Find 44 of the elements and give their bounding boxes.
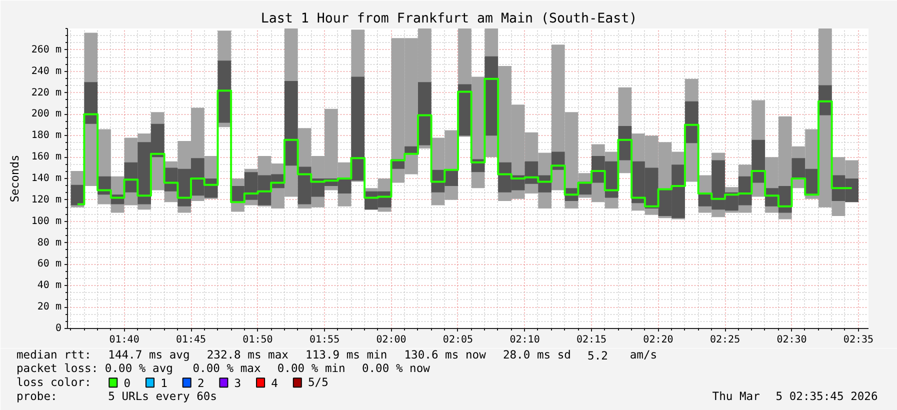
y-tick-label: 160 m [31, 152, 62, 163]
text: Thu Mar 5 02:35:45 2026 [712, 390, 878, 403]
x-tick-label: 02:10 [510, 334, 540, 346]
legend-title: loss color: [16, 376, 92, 390]
legend-label: 0 [124, 377, 131, 390]
legend-label: 1 [160, 377, 168, 390]
y-tick-label: 180 m [31, 130, 62, 142]
legend-label: 5/5 [308, 376, 328, 390]
y-tick-label: 220 m [31, 87, 62, 98]
text: median rtt: 144.7 ms avg 232.8 ms max 113.9 ms min 130.6 ms now 28.0 ms sd 5.2 am/s [16, 348, 658, 362]
bar [752, 140, 766, 183]
x-tick-label: 01:50 [242, 334, 273, 346]
y-tick-label: 260 m [31, 44, 62, 56]
x-tick-label: 02:30 [776, 334, 807, 346]
legend-label: 4 [271, 377, 278, 390]
y-tick-label: 100 m [31, 216, 62, 227]
bar [418, 82, 432, 146]
x-tick-label: 02:00 [376, 334, 406, 346]
x-tick-label: 02:05 [442, 334, 474, 346]
x-tick-label: 01:40 [109, 334, 140, 346]
bar [218, 60, 232, 123]
x-tick-label: 01:45 [176, 334, 206, 346]
y-tick-label: 0 [55, 323, 62, 334]
x-tick-label: 02:20 [643, 334, 674, 346]
x-tick-label: 02:35 [843, 334, 874, 346]
y-tick-label: 120 m [31, 194, 62, 206]
y-axis-title: Seconds [8, 154, 22, 202]
text: packet loss: 0.00 % avg 0.00 % max 0.00 % min 0.00 % now [16, 362, 430, 376]
bar [284, 81, 298, 166]
text: probe: 5 URLs every 60s [16, 390, 217, 403]
y-tick-label: 140 m [31, 173, 62, 184]
bar [84, 82, 98, 124]
x-tick-label: 01:55 [309, 334, 340, 346]
y-tick-label: 240 m [31, 66, 62, 77]
chart-title: Last 1 Hour from Frankfurt am Main (South-East) [260, 12, 638, 26]
y-tick-label: 80 m [37, 237, 62, 248]
legend-label: 3 [234, 377, 242, 390]
y-tick-label: 40 m [37, 280, 62, 292]
y-tick-label: 200 m [31, 108, 62, 120]
x-tick-label: 02:25 [710, 334, 740, 346]
y-tick-label: 60 m [37, 258, 62, 270]
legend-label: 2 [197, 377, 204, 390]
y-tick-label: 20 m [37, 302, 62, 313]
x-tick-label: 02:15 [576, 334, 607, 346]
